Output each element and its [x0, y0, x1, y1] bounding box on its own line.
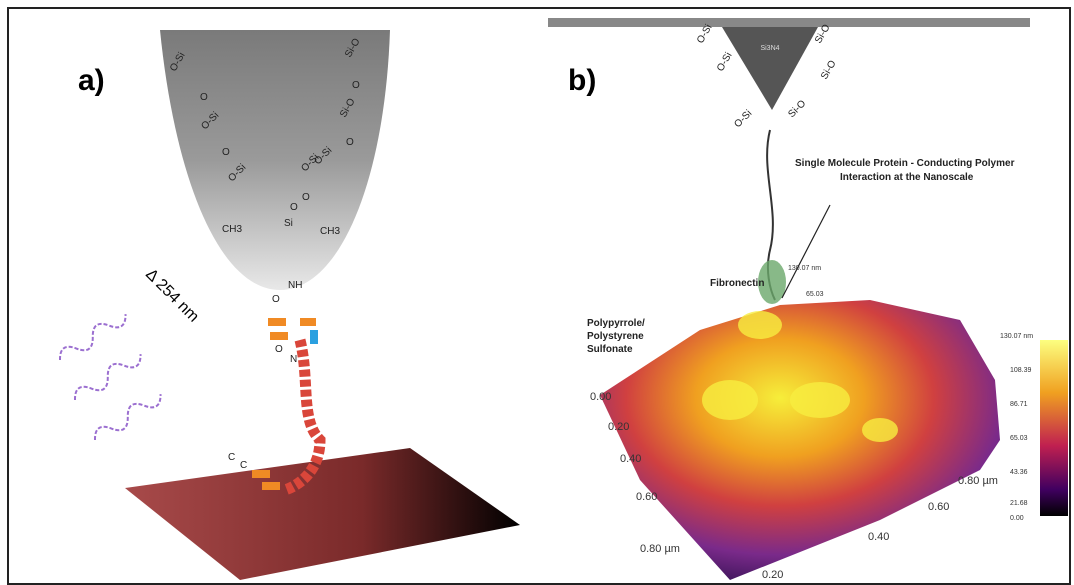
- chem-label: Si-O: [819, 58, 839, 81]
- colorbar-label: 43.36: [1010, 469, 1028, 476]
- axis-label: 0.40: [868, 531, 889, 543]
- axis-label: 0.80 µm: [640, 543, 680, 555]
- axis-label: 0.00: [590, 391, 611, 403]
- panel-label: a): [78, 64, 105, 97]
- chem-label: O-Si: [732, 108, 754, 130]
- chem-label: O: [275, 344, 283, 355]
- substrate-label: Sulfonate: [587, 344, 633, 355]
- chem-label: CH3: [222, 224, 242, 235]
- pointer: [782, 205, 830, 298]
- helix-blue: [310, 330, 318, 344]
- chem-label: O: [222, 147, 230, 158]
- colorbar-label: 0.00: [1010, 515, 1024, 522]
- cantilever: [548, 18, 1030, 27]
- afm-tip: [722, 27, 818, 110]
- panel-label: b): [568, 64, 596, 97]
- chem-label: N: [290, 354, 297, 365]
- chem-label: O: [200, 92, 208, 103]
- colorbar-label: 108.39: [1010, 367, 1032, 374]
- axis-label: 0.60: [928, 501, 949, 513]
- colorbar: [1040, 340, 1068, 516]
- chem-label: NH: [288, 280, 302, 291]
- axis-label: 0.60: [636, 491, 657, 503]
- colorbar-label: 86.71: [1010, 401, 1028, 408]
- height-label: 130.07 nm: [788, 265, 821, 272]
- substrate-label: Polypyrrole/: [587, 318, 645, 329]
- caption: Single Molecule Protein - Conducting Pol…: [795, 158, 1015, 169]
- uv-waves: [56, 308, 165, 446]
- colorbar-label: 21.68: [1010, 500, 1028, 507]
- chem-label: O: [302, 192, 310, 203]
- chem-label: O: [346, 137, 354, 148]
- substrate: [125, 448, 520, 580]
- height-label: 65.03: [806, 291, 824, 298]
- caption: Interaction at the Nanoscale: [840, 172, 974, 183]
- protein-label: Fibronectin: [710, 278, 764, 289]
- axis-label: 0.20: [608, 421, 629, 433]
- uv-label: Δ 254 nm: [142, 266, 202, 326]
- surface: [600, 300, 1000, 580]
- afm-tip: [160, 30, 390, 290]
- tip-material: Si3N4: [760, 45, 779, 52]
- chem-label: C: [240, 460, 247, 471]
- page: {"panel_a":{"label":"a)","wavelength":"Δ…: [0, 0, 1074, 585]
- chem-label: O-Si: [715, 51, 735, 74]
- chem-label: C: [228, 452, 235, 463]
- chem-label: O: [290, 202, 298, 213]
- chem-label: O: [272, 294, 280, 305]
- axis-label: 0.40: [620, 453, 641, 465]
- chem-label: Si: [284, 218, 293, 229]
- chem-label: Si-O: [786, 98, 808, 120]
- chem-label: CH3: [320, 226, 340, 237]
- axis-label: 0.20: [762, 569, 783, 581]
- figure: a) Δ 254 nm O-SiOO-SiOO-SiO-SiSi-OOSi-OO…: [0, 0, 1074, 585]
- colorbar-label: 130.07 nm: [1000, 333, 1033, 340]
- chem-label: O: [352, 80, 360, 91]
- axis-label: 0.80 µm: [958, 475, 998, 487]
- substrate-label: Polystyrene: [587, 331, 644, 342]
- colorbar-label: 65.03: [1010, 435, 1028, 442]
